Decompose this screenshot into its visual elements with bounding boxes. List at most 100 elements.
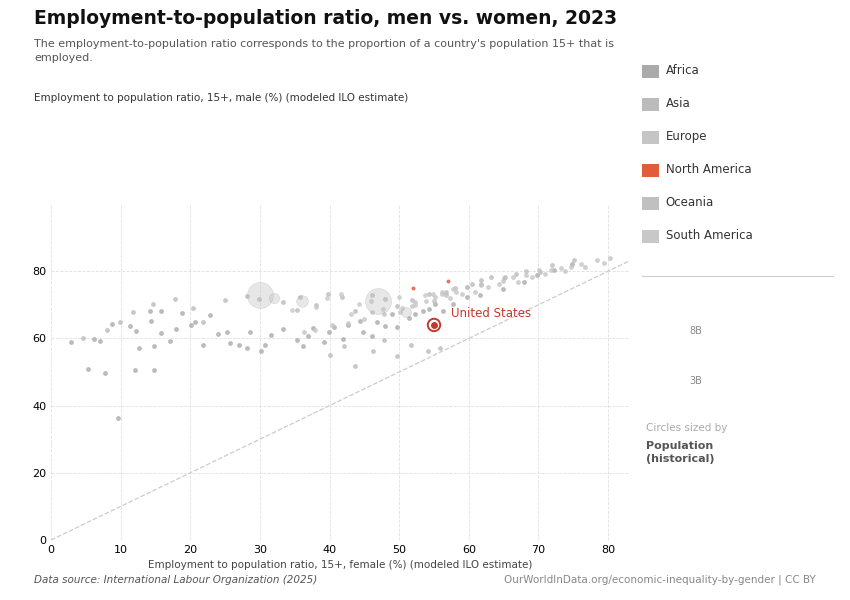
Point [348, 307, 361, 316]
Point [357, 314, 371, 323]
Point [377, 304, 390, 313]
Point [147, 365, 161, 374]
Point [465, 279, 479, 289]
Point [326, 320, 339, 329]
Point [506, 272, 519, 282]
Point [196, 317, 210, 327]
Point [98, 368, 111, 378]
Point [258, 340, 272, 350]
Point [224, 338, 237, 347]
Point [253, 290, 267, 299]
Point [356, 328, 370, 337]
Point [474, 275, 488, 285]
Point [76, 333, 90, 343]
Point [88, 335, 101, 344]
Point [353, 316, 366, 326]
Point [196, 340, 210, 349]
Point [428, 320, 441, 330]
Point [105, 319, 118, 328]
Text: 8B: 8B [689, 326, 702, 336]
Text: Employment to population ratio, 15+, male (%) (modeled ILO estimate): Employment to population ratio, 15+, mal… [34, 93, 408, 103]
Point [566, 259, 580, 268]
Point [184, 320, 198, 330]
Point [154, 328, 167, 338]
Point [298, 327, 311, 337]
Point [441, 277, 455, 286]
Point [419, 290, 433, 299]
Point [460, 282, 473, 292]
Point [474, 280, 488, 289]
Point [449, 287, 462, 297]
Point [291, 335, 304, 344]
Text: The employment-to-population ratio corresponds to the proportion of a country's : The employment-to-population ratio corre… [34, 39, 614, 63]
Point [416, 306, 429, 316]
Point [484, 272, 497, 281]
Point [533, 268, 547, 277]
Point [445, 299, 459, 309]
Point [377, 309, 390, 319]
Point [393, 292, 406, 302]
Point [123, 321, 137, 331]
Point [498, 272, 512, 282]
Text: Our World: Our World [706, 22, 765, 32]
Point [512, 277, 525, 286]
Point [364, 296, 377, 306]
Text: Africa: Africa [666, 64, 700, 77]
Point [473, 290, 487, 300]
Point [341, 318, 354, 328]
Point [307, 323, 320, 333]
Point [297, 341, 310, 351]
Point [113, 317, 127, 326]
Point [111, 413, 125, 423]
Point [406, 283, 420, 293]
Point [344, 310, 358, 319]
Point [554, 263, 568, 272]
Text: in Data: in Data [714, 41, 756, 51]
Point [445, 284, 459, 294]
Point [433, 343, 446, 353]
Point [509, 269, 523, 279]
Point [545, 260, 558, 270]
Point [126, 307, 139, 317]
Point [460, 282, 473, 292]
Point [597, 259, 610, 268]
Point [461, 292, 474, 302]
Text: (historical): (historical) [646, 454, 715, 464]
Point [439, 287, 453, 296]
Point [404, 340, 417, 350]
Point [168, 294, 182, 304]
Point [481, 282, 495, 292]
Point [211, 329, 224, 339]
Point [146, 299, 160, 309]
Point [65, 338, 78, 347]
Point [558, 266, 572, 276]
Point [321, 289, 335, 299]
Point [496, 276, 510, 286]
Point [324, 350, 337, 360]
Point [144, 306, 157, 316]
Point [189, 317, 202, 327]
Point [132, 343, 145, 353]
Point [128, 365, 142, 375]
Point [366, 307, 379, 317]
Point [286, 305, 299, 315]
Point [327, 322, 341, 332]
Point [386, 309, 400, 319]
Point [337, 334, 350, 344]
Point [408, 301, 422, 310]
Point [519, 266, 533, 275]
Point [337, 341, 350, 351]
Point [405, 301, 418, 310]
Text: Asia: Asia [666, 97, 690, 110]
Point [517, 277, 530, 287]
Point [155, 306, 168, 316]
Point [532, 266, 546, 275]
Point [220, 327, 234, 337]
Point [371, 317, 384, 327]
Point [241, 291, 254, 301]
Point [147, 341, 161, 350]
Text: Population: Population [646, 441, 713, 451]
Point [276, 324, 290, 334]
Point [320, 293, 334, 302]
Point [204, 310, 218, 319]
